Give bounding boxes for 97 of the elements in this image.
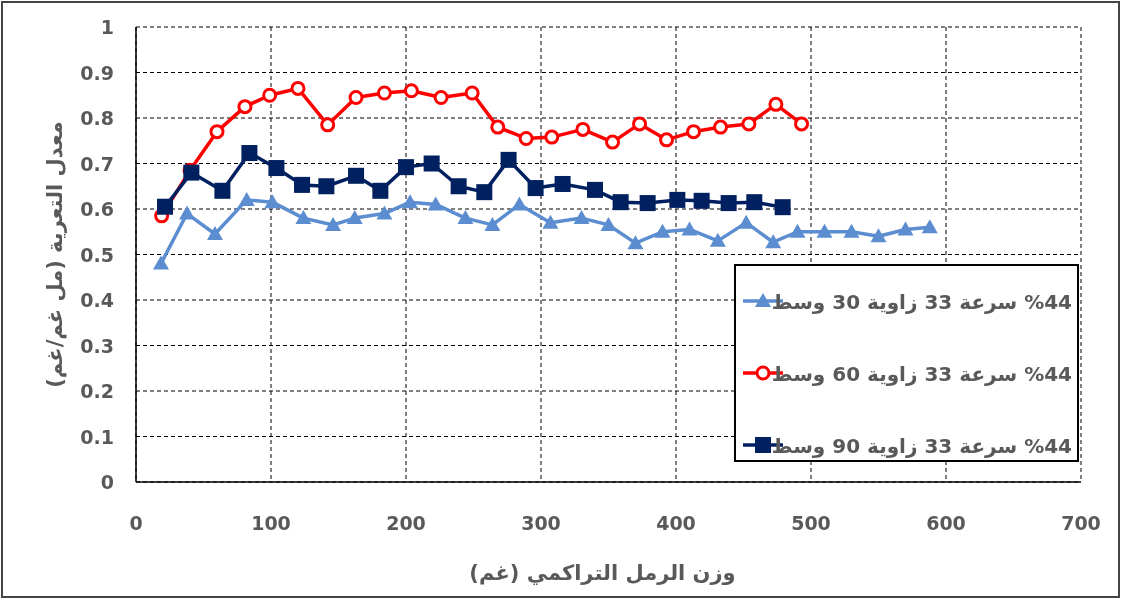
point [632, 116, 648, 132]
point [554, 175, 571, 192]
x-tick-label: 100 [251, 512, 291, 534]
point [709, 232, 726, 247]
y-tick-label: 1 [100, 16, 114, 38]
point [241, 145, 258, 162]
x-tick-label: 700 [1061, 512, 1101, 534]
y-tick-label: 0.7 [80, 152, 114, 175]
x-tick-label: 500 [791, 512, 831, 534]
point [654, 223, 671, 238]
point [152, 255, 169, 270]
point [659, 132, 675, 148]
point [843, 223, 860, 238]
legend-label: %44 سرعة 33 زاوية 90 وسط [771, 434, 1072, 458]
point [376, 85, 392, 101]
point [794, 116, 810, 132]
point [348, 167, 365, 184]
point [527, 180, 544, 197]
point [738, 214, 755, 229]
point [346, 210, 363, 225]
point [179, 205, 196, 220]
point [897, 221, 914, 236]
x-tick-label: 200 [386, 512, 426, 534]
point [587, 181, 603, 198]
point [500, 151, 517, 168]
point [403, 83, 419, 99]
point [605, 134, 621, 150]
y-tick-label: 0.1 [80, 425, 114, 448]
point [157, 198, 174, 215]
point [681, 221, 698, 236]
point [398, 159, 414, 176]
y-tick-label: 0.5 [80, 243, 114, 266]
point [627, 235, 644, 250]
legend-label: %44 سرعة 33 زاوية 30 وسط [771, 290, 1072, 314]
point [295, 210, 312, 225]
point [741, 116, 757, 132]
point [214, 182, 231, 199]
point [264, 194, 281, 209]
point [768, 96, 784, 112]
point [544, 129, 560, 145]
point [720, 195, 737, 212]
point [573, 210, 590, 225]
point [693, 192, 710, 209]
y-axis-title: معدل التعرية (مل غم/غم) [43, 121, 67, 388]
point [318, 178, 335, 195]
point [746, 194, 763, 211]
x-tick-label: 600 [926, 512, 966, 534]
point [325, 216, 342, 231]
point [774, 199, 791, 216]
point [511, 196, 528, 211]
x-tick-label: 0 [129, 512, 143, 534]
y-tick-label: 0.6 [80, 198, 114, 220]
point [268, 160, 285, 177]
point [686, 124, 702, 140]
point [348, 90, 364, 106]
point [518, 130, 534, 146]
point [237, 99, 253, 115]
x-tick-label: 400 [656, 512, 696, 534]
point [476, 184, 493, 201]
y-tick-label: 0.4 [80, 289, 114, 311]
point [542, 214, 559, 229]
point [575, 121, 591, 137]
point [765, 234, 782, 249]
y-tick-label: 0 [100, 471, 114, 493]
point [639, 195, 656, 212]
point [209, 124, 225, 140]
point [669, 191, 686, 208]
point [490, 119, 506, 135]
point [262, 87, 278, 103]
point [320, 117, 336, 133]
point [816, 223, 833, 238]
y-tick-label: 0.2 [80, 380, 114, 402]
point [870, 228, 887, 243]
point [433, 90, 449, 106]
legend-label: %44 سرعة 33 زاوية 60 وسط [771, 362, 1072, 386]
y-tick-label: 0.9 [80, 61, 114, 84]
point [372, 182, 389, 199]
point [294, 176, 311, 193]
x-axis-title: وزن الرمل التراكمي (غم) [469, 561, 736, 585]
point [457, 210, 474, 225]
point [464, 85, 480, 101]
point [921, 219, 938, 234]
point [484, 216, 501, 231]
point [238, 191, 255, 206]
point [206, 226, 223, 241]
y-tick-label: 0.8 [80, 107, 114, 129]
point [450, 178, 467, 195]
point [713, 119, 729, 135]
point [402, 194, 419, 209]
y-tick-label: 0.3 [80, 334, 114, 357]
point [290, 80, 306, 96]
point [423, 155, 440, 172]
point [376, 205, 393, 220]
x-tick-label: 300 [521, 512, 561, 534]
point [427, 196, 444, 211]
point [789, 223, 806, 238]
point [612, 194, 629, 211]
